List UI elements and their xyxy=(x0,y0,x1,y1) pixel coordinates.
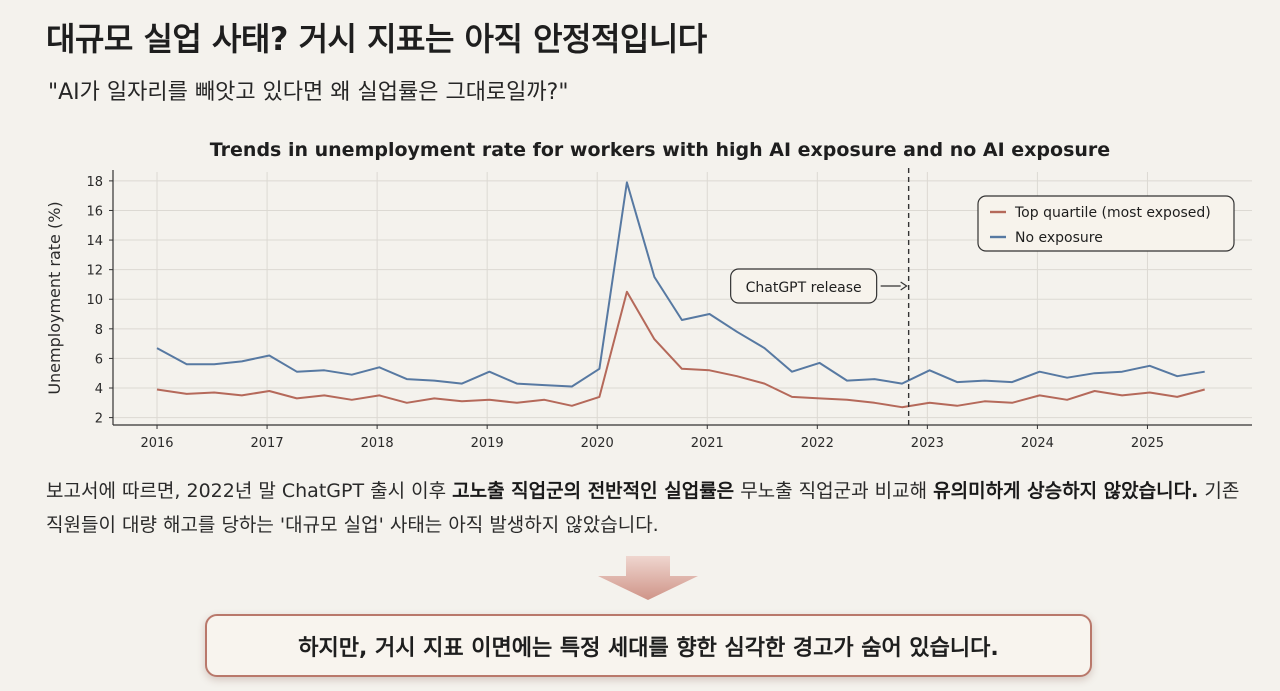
body-text-1: 보고서에 따르면, 2022년 말 ChatGPT 출시 이후 xyxy=(46,480,453,502)
y-tick-label: 8 xyxy=(95,323,103,338)
warning-callout: 하지만, 거시 지표 이면에는 특정 세대를 향한 심각한 경고가 숨어 있습니… xyxy=(205,614,1092,677)
annotation-box xyxy=(730,268,878,304)
axes: 2 4 6 8 10 12 14 16 18 2016 2017 2018 2019 2020 2021 20… xyxy=(86,170,1252,451)
x-tick-label: 2020 xyxy=(581,436,614,451)
x-tick-label: 2018 xyxy=(361,436,394,451)
y-tick-label: 16 xyxy=(86,204,103,219)
down-arrow-icon xyxy=(598,556,698,600)
body-bold-2: 유의미하게 상승하지 않았습니다. xyxy=(933,480,1199,502)
y-tick-label: 10 xyxy=(86,293,103,308)
unemployment-line-chart: Trends in unemployment rate for workers … xyxy=(45,139,1252,451)
body-bold-1: 고노출 직업군의 전반적인 실업률은 xyxy=(452,480,735,502)
x-tick-label: 2023 xyxy=(911,436,944,451)
x-tick-label: 2021 xyxy=(691,436,724,451)
page-title: 대규모 실업 사태? 거시 지표는 아직 안정적입니다 xyxy=(46,20,707,58)
y-tick-label: 18 xyxy=(86,175,103,190)
annotation-label: ChatGPT release xyxy=(746,280,862,296)
body-text-3: 기존 직원들이 대량 해고를 당하는 '대규모 실업' 사태는 아직 발생하지 … xyxy=(46,480,1240,536)
y-axis-label: Unemployment rate (%) xyxy=(45,201,64,394)
x-tick-label: 2022 xyxy=(801,436,834,451)
annotations: ChatGPT release xyxy=(730,168,910,425)
body-paragraph: 보고서에 따르면, 2022년 말 ChatGPT 출시 이후 고노출 직업군의… xyxy=(46,474,1246,542)
x-tick-label: 2017 xyxy=(251,436,284,451)
y-tick-label: 14 xyxy=(86,234,103,249)
legend-label-0: Top quartile (most exposed) xyxy=(1014,205,1211,221)
chart-title: Trends in unemployment rate for workers … xyxy=(210,139,1110,161)
series-line-0 xyxy=(156,290,1205,409)
legend: Top quartile (most exposed) No exposure xyxy=(977,195,1235,252)
y-tick-label: 6 xyxy=(95,352,103,367)
series-line-1 xyxy=(156,181,1205,388)
series-lines xyxy=(156,181,1205,409)
annotation-arrow-head xyxy=(900,281,908,291)
legend-box xyxy=(977,195,1235,252)
grid-lines xyxy=(113,172,1252,425)
y-tick-label: 4 xyxy=(95,382,103,397)
legend-label-1: No exposure xyxy=(1015,230,1103,246)
page-subtitle: "AI가 일자리를 빼앗고 있다면 왜 실업률은 그대로일까?" xyxy=(48,80,569,105)
body-text-2: 무노출 직업군과 비교해 xyxy=(734,480,934,502)
x-tick-label: 2019 xyxy=(471,436,504,451)
y-tick-label: 2 xyxy=(95,412,103,427)
x-tick-label: 2025 xyxy=(1131,436,1164,451)
x-tick-label: 2016 xyxy=(140,436,173,451)
x-tick-label: 2024 xyxy=(1021,436,1054,451)
y-tick-label: 12 xyxy=(86,264,103,279)
